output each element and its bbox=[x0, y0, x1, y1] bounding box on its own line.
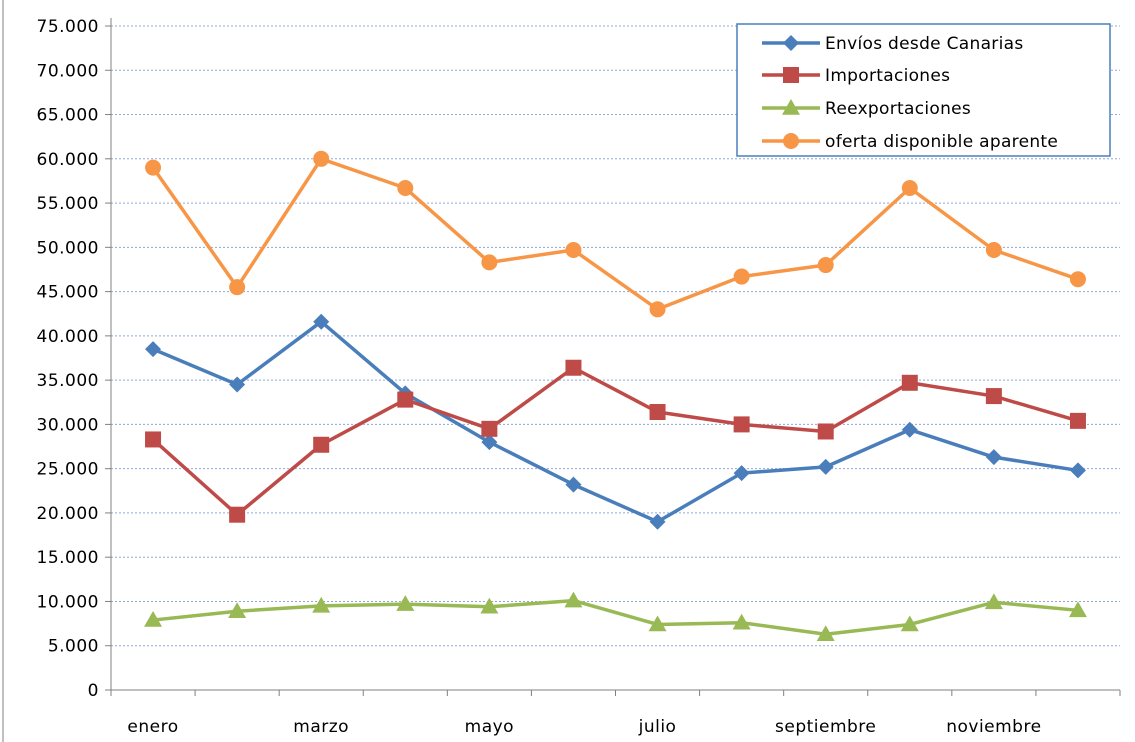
x-tick-label: septiembre bbox=[775, 717, 876, 737]
axes bbox=[105, 18, 1121, 696]
data-point bbox=[984, 593, 1003, 610]
data-point bbox=[985, 241, 1002, 258]
legend-items: Envíos desde Canarias Importaciones Reexpo… bbox=[762, 34, 1058, 152]
data-point bbox=[783, 35, 799, 51]
x-tick-label: enero bbox=[127, 717, 178, 737]
data-point bbox=[229, 279, 246, 296]
legend-label: Reexportaciones bbox=[825, 99, 971, 119]
data-point bbox=[1069, 462, 1086, 479]
data-point bbox=[145, 341, 162, 358]
legend-box bbox=[736, 23, 1111, 157]
data-point bbox=[648, 615, 667, 632]
data-point bbox=[480, 597, 499, 614]
data-point bbox=[397, 180, 414, 197]
series-group bbox=[145, 150, 1086, 318]
data-point bbox=[733, 268, 750, 285]
y-tick-label: 45.000 bbox=[37, 283, 99, 303]
legend-label: Envíos desde Canarias bbox=[825, 34, 1024, 54]
series-line bbox=[152, 598, 1079, 636]
data-point bbox=[396, 595, 415, 611]
data-point bbox=[985, 388, 1002, 405]
data-point bbox=[1069, 271, 1086, 288]
data-point bbox=[228, 602, 247, 618]
x-tick-label: mayo bbox=[465, 717, 514, 737]
data-point bbox=[564, 591, 583, 608]
data-point bbox=[313, 436, 330, 453]
series-group bbox=[145, 359, 1086, 523]
data-point bbox=[1069, 412, 1086, 429]
data-point bbox=[312, 596, 331, 613]
data-point bbox=[817, 458, 834, 475]
x-axis-tick-labels: enero marzo mayo julio septiembre noviembre bbox=[127, 717, 1041, 737]
data-point bbox=[144, 611, 163, 627]
data-point bbox=[649, 301, 666, 318]
y-tick-label: 60.000 bbox=[37, 150, 99, 170]
data-point bbox=[565, 359, 582, 376]
data-point bbox=[313, 150, 330, 167]
y-tick-label: 15.000 bbox=[37, 548, 99, 568]
data-point bbox=[565, 476, 582, 493]
series-group bbox=[145, 313, 1086, 530]
y-tick-label: 75.000 bbox=[37, 17, 99, 37]
legend-entry: Reexportaciones bbox=[762, 99, 971, 119]
data-point bbox=[229, 376, 246, 393]
data-point bbox=[782, 99, 800, 115]
data-point bbox=[1068, 601, 1087, 618]
series-line bbox=[151, 157, 1079, 312]
data-point bbox=[817, 257, 834, 274]
y-axis-tick-labels: 0 5.000 10.000 15.000 20.000 25.000 30.000 35.0… bbox=[37, 17, 99, 701]
y-tick-label: 0 bbox=[88, 681, 99, 701]
x-tick-label: julio bbox=[638, 717, 677, 737]
y-tick-label: 70.000 bbox=[37, 61, 99, 81]
data-point bbox=[901, 180, 918, 197]
y-tick-label: 20.000 bbox=[37, 504, 99, 524]
legend: Envíos desde Canarias Importaciones Reexpo… bbox=[736, 23, 1111, 157]
data-point bbox=[733, 465, 750, 482]
series-line bbox=[152, 319, 1079, 524]
y-tick-label: 65.000 bbox=[37, 106, 99, 126]
data-point bbox=[397, 391, 414, 408]
data-point bbox=[817, 423, 834, 440]
legend-label: oferta disponible aparente bbox=[825, 132, 1058, 152]
gridlines bbox=[111, 25, 1120, 647]
data-point bbox=[901, 421, 918, 438]
legend-entry: oferta disponible aparente bbox=[762, 132, 1058, 152]
data-point bbox=[783, 133, 799, 149]
series bbox=[144, 150, 1087, 641]
legend-label: Importaciones bbox=[825, 66, 950, 86]
series-line bbox=[151, 365, 1079, 517]
y-tick-label: 40.000 bbox=[37, 327, 99, 347]
data-point bbox=[816, 625, 835, 641]
legend-entry: Importaciones bbox=[762, 66, 950, 86]
data-point bbox=[900, 615, 919, 632]
legend-entry: Envíos desde Canarias bbox=[762, 34, 1024, 54]
y-tick-label: 55.000 bbox=[37, 194, 99, 214]
data-point bbox=[733, 416, 750, 433]
data-point bbox=[901, 374, 918, 391]
y-tick-label: 25.000 bbox=[37, 460, 99, 480]
series-group bbox=[144, 591, 1087, 641]
y-tick-label: 10.000 bbox=[37, 592, 99, 612]
data-point bbox=[145, 431, 162, 448]
x-tick-label: noviembre bbox=[946, 717, 1041, 737]
data-point bbox=[565, 241, 582, 258]
x-tick-label: marzo bbox=[293, 717, 349, 737]
data-point bbox=[229, 506, 246, 523]
data-point bbox=[649, 513, 666, 530]
data-point bbox=[985, 449, 1002, 466]
y-tick-label: 30.000 bbox=[37, 415, 99, 435]
data-point bbox=[481, 434, 498, 451]
y-tick-label: 50.000 bbox=[37, 238, 99, 258]
data-point bbox=[145, 159, 162, 176]
data-point bbox=[649, 404, 666, 421]
y-tick-label: 35.000 bbox=[37, 371, 99, 391]
y-tick-label: 5.000 bbox=[48, 637, 99, 657]
data-point bbox=[783, 67, 799, 83]
data-point bbox=[313, 313, 330, 330]
data-point bbox=[481, 254, 498, 271]
data-point bbox=[481, 420, 498, 437]
data-point bbox=[732, 613, 751, 630]
